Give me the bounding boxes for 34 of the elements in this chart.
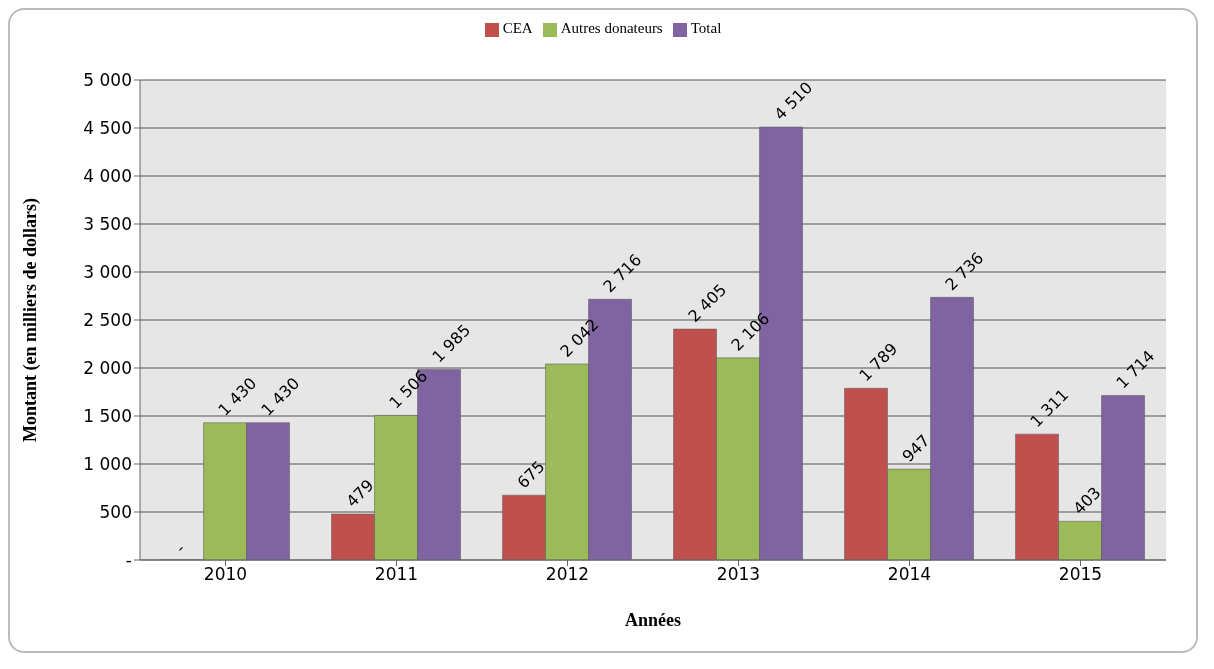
x-axis-title: Années <box>624 610 682 630</box>
y-axis-title: Montant (en milliers de dollars) <box>20 198 42 442</box>
legend-label: CEA <box>502 20 533 36</box>
x-tick-label: 2015 <box>1058 564 1103 585</box>
data-label: 2 042 <box>556 314 603 361</box>
x-tick-label: 2013 <box>716 564 761 585</box>
y-tick-label: 2 000 <box>83 358 132 379</box>
y-tick-label: 2 500 <box>83 310 132 331</box>
y-tick-label: 4 000 <box>83 166 132 187</box>
data-label: - <box>171 539 189 557</box>
x-tick-label: 2010 <box>203 564 248 585</box>
data-label: 479 <box>342 475 378 511</box>
legend-label: Autres donateurs <box>560 20 663 36</box>
y-tick-label: 5 000 <box>83 70 132 91</box>
y-tick-label: 500 <box>99 502 132 523</box>
x-tick-label: 2012 <box>545 564 590 585</box>
y-tick-label: 4 500 <box>83 118 132 139</box>
y-tick-label: 1 500 <box>83 406 132 427</box>
data-label: 1 311 <box>1026 385 1073 431</box>
x-tick-label: 2014 <box>887 564 932 585</box>
y-tick-label: 3 000 <box>83 262 132 283</box>
y-tick-label: - <box>125 550 132 571</box>
data-label: 1 789 <box>855 339 902 386</box>
data-label: 675 <box>513 456 549 493</box>
data-label: 4 510 <box>770 78 817 124</box>
x-tick-label: 2011 <box>374 564 419 585</box>
data-label: 2 736 <box>941 248 988 295</box>
y-tick-label: 1 000 <box>83 454 132 475</box>
data-label: 1 985 <box>428 320 475 367</box>
y-tick-label: 3 500 <box>83 214 132 235</box>
legend-label: Total <box>690 20 722 36</box>
data-label: 2 716 <box>599 250 646 297</box>
data-label: 403 <box>1069 483 1105 519</box>
data-label: 1 714 <box>1112 346 1159 393</box>
